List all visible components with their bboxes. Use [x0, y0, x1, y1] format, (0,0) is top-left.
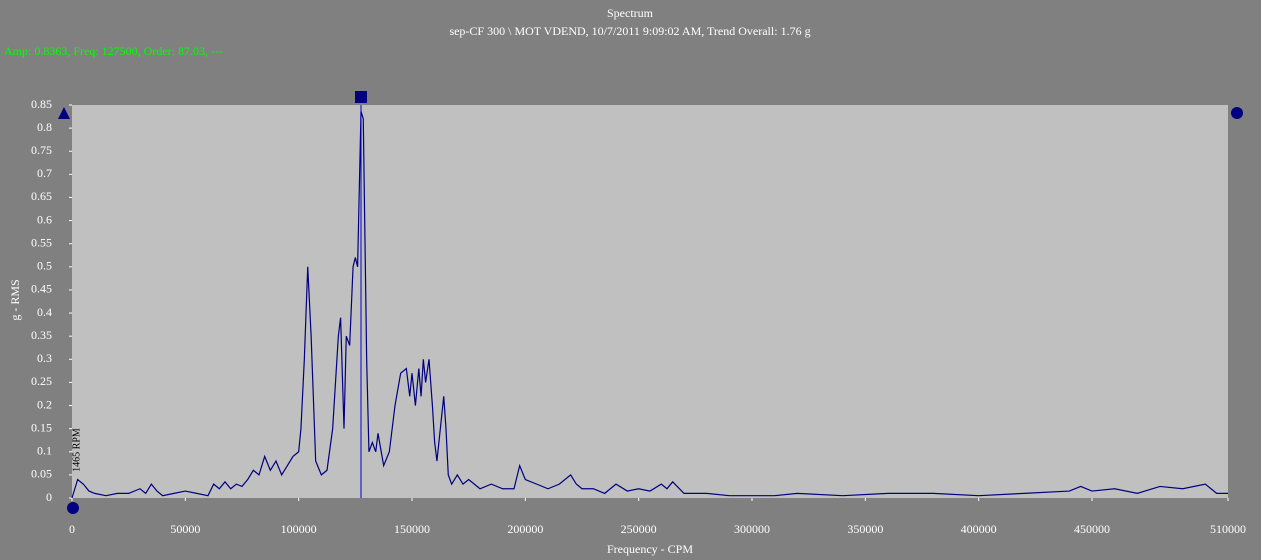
y-tick-label: 0.15: [31, 420, 52, 434]
chart-subtitle: sep-CF 300 \ MOT VDEND, 10/7/2011 9:09:0…: [449, 24, 810, 38]
y-axis-label: g - RMS: [8, 279, 22, 320]
y-tick-label: 0.6: [37, 212, 52, 226]
x-tick-label: 100000: [281, 522, 317, 536]
y-tick-label: 0.05: [31, 467, 52, 481]
x-tick-label: 200000: [507, 522, 543, 536]
y-tick-label: 0.2: [37, 397, 52, 411]
x-axis-label: Frequency - CPM: [607, 542, 693, 556]
y-tick-label: 0.75: [31, 143, 52, 157]
marker-triangle: [58, 107, 70, 119]
y-tick-label: 0.5: [37, 259, 52, 273]
x-tick-label: 350000: [847, 522, 883, 536]
y-tick-label: 0.35: [31, 328, 52, 342]
y-tick-label: 0.4: [37, 305, 52, 319]
y-tick-label: 0.65: [31, 189, 52, 203]
x-tick-label: 50000: [170, 522, 200, 536]
spectrum-line: [71, 111, 1228, 499]
y-tick-label: 0.3: [37, 351, 52, 365]
x-tick-label: 300000: [734, 522, 770, 536]
y-tick-label: 0: [46, 490, 52, 504]
cursor-readout: Amp: 0.8363, Freq: 127500, Order: 87.03,…: [4, 44, 223, 58]
y-tick-label: 0.1: [37, 444, 52, 458]
y-tick-label: 0.8: [37, 120, 52, 134]
y-tick-label: 0.7: [37, 166, 52, 180]
x-tick-label: 450000: [1074, 522, 1110, 536]
y-tick-label: 0.55: [31, 235, 52, 249]
marker-circle: [1231, 107, 1243, 119]
marker-circle: [67, 502, 79, 514]
plot-area: [72, 105, 1228, 498]
y-tick-label: 0.45: [31, 282, 52, 296]
cursor-marker: [355, 91, 367, 103]
x-tick-label: 0: [69, 522, 75, 536]
x-tick-label: 250000: [621, 522, 657, 536]
x-tick-label: 400000: [961, 522, 997, 536]
chart-title: Spectrum: [607, 6, 654, 20]
x-tick-label: 510000: [1210, 522, 1246, 536]
rpm-annotation: 1465 RPM: [71, 428, 82, 472]
y-tick-label: 0.85: [31, 97, 52, 111]
y-tick-label: 0.25: [31, 374, 52, 388]
x-tick-label: 150000: [394, 522, 430, 536]
